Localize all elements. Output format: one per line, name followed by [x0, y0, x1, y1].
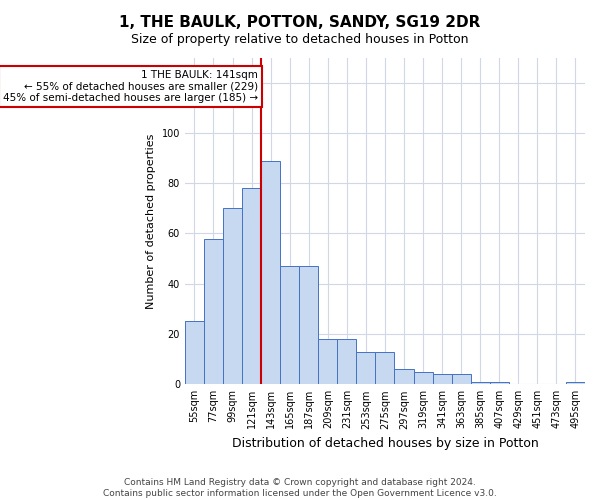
Y-axis label: Number of detached properties: Number of detached properties — [146, 133, 156, 308]
Bar — [242, 188, 261, 384]
Bar — [299, 266, 318, 384]
Bar — [433, 374, 452, 384]
Bar — [470, 382, 490, 384]
Bar — [413, 372, 433, 384]
Bar — [223, 208, 242, 384]
Bar — [490, 382, 509, 384]
Bar — [376, 352, 394, 384]
Text: Contains HM Land Registry data © Crown copyright and database right 2024.
Contai: Contains HM Land Registry data © Crown c… — [103, 478, 497, 498]
Bar — [261, 160, 280, 384]
Bar — [280, 266, 299, 384]
Text: 1 THE BAULK: 141sqm
← 55% of detached houses are smaller (229)
45% of semi-detac: 1 THE BAULK: 141sqm ← 55% of detached ho… — [3, 70, 258, 103]
Bar — [394, 369, 413, 384]
Bar — [356, 352, 376, 384]
Text: Size of property relative to detached houses in Potton: Size of property relative to detached ho… — [131, 32, 469, 46]
Bar — [318, 339, 337, 384]
Bar — [204, 238, 223, 384]
Bar — [337, 339, 356, 384]
Bar — [452, 374, 470, 384]
Text: 1, THE BAULK, POTTON, SANDY, SG19 2DR: 1, THE BAULK, POTTON, SANDY, SG19 2DR — [119, 15, 481, 30]
X-axis label: Distribution of detached houses by size in Potton: Distribution of detached houses by size … — [232, 437, 538, 450]
Bar — [566, 382, 585, 384]
Bar — [185, 322, 204, 384]
